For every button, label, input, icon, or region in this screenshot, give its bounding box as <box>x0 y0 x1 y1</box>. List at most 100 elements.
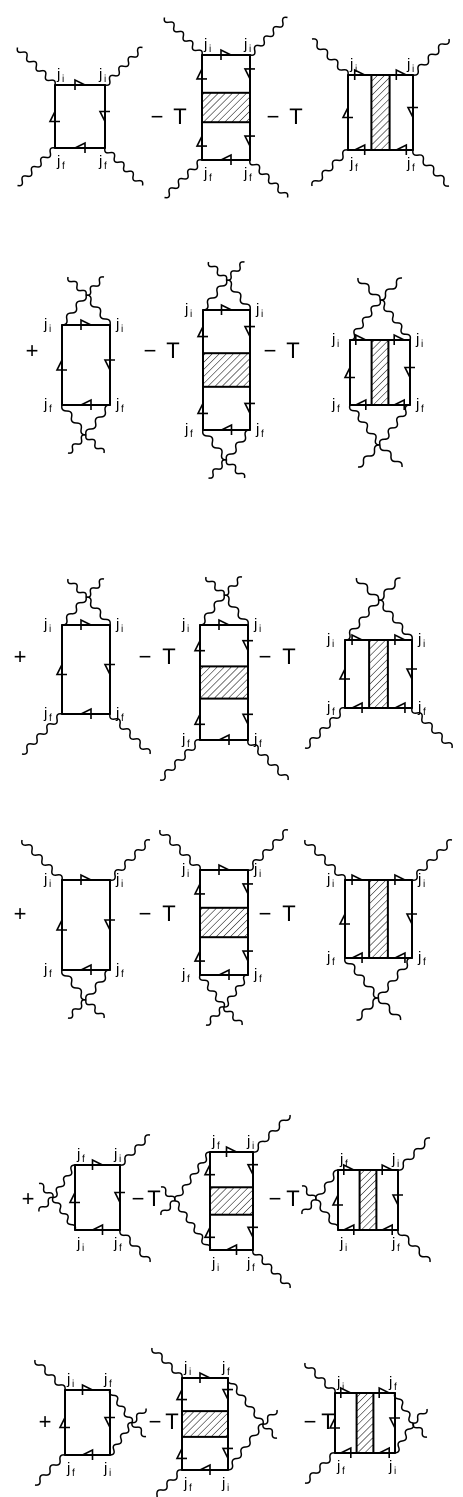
vertex-label-subscript: f <box>412 163 415 174</box>
photon-line <box>355 577 380 601</box>
vertex-label-base: j <box>336 1374 340 1391</box>
arrow-icon <box>226 1243 238 1255</box>
vertex-label-base: j <box>255 421 259 438</box>
vertex-label-base: j <box>243 165 247 182</box>
arrow-icon <box>405 668 417 680</box>
arrow-icon <box>241 713 253 725</box>
arrow-icon <box>405 913 417 925</box>
vertex-label-subscript: i <box>62 74 64 85</box>
photon-line <box>207 261 228 281</box>
arrow-icon <box>103 919 115 931</box>
photon-line <box>198 974 226 1008</box>
photon-line <box>202 279 228 311</box>
arrow-icon <box>193 883 205 895</box>
vertex-label-base: j <box>56 66 60 83</box>
operator-T: T <box>162 901 175 926</box>
vertex-label-base: j <box>76 1235 80 1252</box>
arrow-icon <box>403 366 415 378</box>
photon-line <box>85 969 111 1001</box>
photon-line <box>16 47 56 86</box>
arrow-icon <box>221 1447 233 1459</box>
arrow-icon <box>393 398 406 410</box>
vertex-label-base: j <box>43 871 47 888</box>
vertex-label-subscript: f <box>190 429 193 440</box>
vertex-label-subscript: f <box>109 1379 112 1390</box>
vertex-label-base: j <box>255 301 259 318</box>
photon-line <box>159 739 201 781</box>
arrow-icon <box>193 640 205 652</box>
interaction-kernel <box>199 906 249 939</box>
vertex-label-subscript: f <box>119 1243 122 1254</box>
vertex-label-subscript: f <box>217 1141 220 1152</box>
arrow-icon <box>203 1164 215 1176</box>
photon-line <box>208 459 227 479</box>
vertex-label-base: j <box>336 1458 340 1475</box>
vertex-label-base: j <box>103 1371 107 1388</box>
photon-line <box>67 434 87 454</box>
vertex-label-subscript: i <box>397 1159 399 1170</box>
minus-sign: − <box>264 338 277 363</box>
vertex-label-base: j <box>221 1475 225 1492</box>
photon-line <box>34 1454 66 1486</box>
arrow-icon <box>196 403 208 415</box>
vertex-label-base: j <box>253 731 257 748</box>
arrow-icon <box>354 333 367 345</box>
vertex-label-base: j <box>203 165 207 182</box>
arrow-icon <box>351 701 363 713</box>
vertex-label-subscript: i <box>332 879 334 890</box>
plus-sign: + <box>26 338 39 363</box>
arrow-icon <box>378 1386 390 1398</box>
vertex-label-subscript: f <box>261 429 264 440</box>
vertex-label-subscript: i <box>72 1379 74 1390</box>
interaction-kernel <box>209 1186 254 1216</box>
photon-line <box>411 707 453 749</box>
photon-line <box>377 997 402 1021</box>
vertex-label-subscript: f <box>72 1468 75 1479</box>
photon-line <box>160 1186 176 1202</box>
photon-line <box>17 147 56 187</box>
photon-line <box>349 299 382 341</box>
arrow-icon <box>195 135 207 147</box>
interaction-kernel <box>201 91 251 124</box>
photon-line <box>159 829 201 871</box>
photon-line <box>38 1182 54 1198</box>
arrow-icon <box>218 968 230 980</box>
vertex-label-subscript: f <box>209 173 212 184</box>
arrow-icon <box>196 326 208 338</box>
arrow-icon <box>55 664 67 676</box>
operator-T: T <box>286 338 299 363</box>
photon-line <box>262 1423 278 1439</box>
vertex-label-base: j <box>203 36 207 53</box>
photon-line <box>315 1199 339 1231</box>
interaction-kernel <box>202 352 251 388</box>
photon-line <box>348 404 381 446</box>
vertex-label-subscript: i <box>252 1141 254 1152</box>
photon-line <box>85 294 111 326</box>
vertex-label-subscript: f <box>421 404 424 415</box>
photon-line <box>357 444 381 468</box>
arrow-icon <box>220 303 232 315</box>
photon-line <box>379 299 412 341</box>
minus-sign: − <box>304 1409 317 1434</box>
